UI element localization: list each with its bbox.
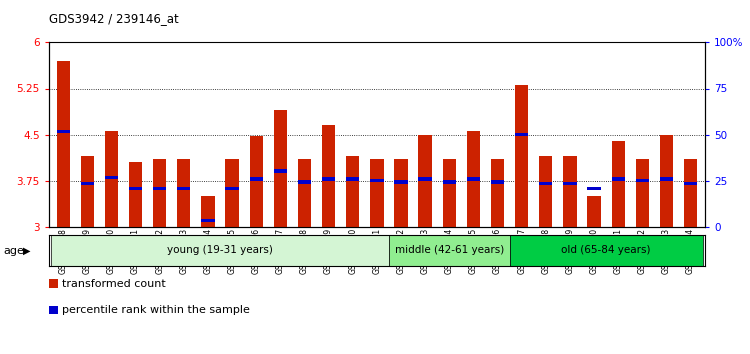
Text: young (19-31 years): young (19-31 years) [167,245,273,256]
Bar [490,159,504,227]
Bar [466,177,480,181]
Bar [442,159,456,227]
Bar [274,110,287,227]
Bar [153,159,166,227]
Bar [322,125,335,227]
Text: percentile rank within the sample: percentile rank within the sample [62,305,249,315]
Bar [226,159,238,227]
Bar [509,235,703,266]
Bar [660,177,673,181]
Bar [611,141,625,227]
Bar [56,130,70,133]
Bar [539,182,553,185]
Bar [56,61,70,227]
Text: age: age [4,246,25,256]
Bar [298,180,311,184]
Bar [563,156,577,227]
Bar [51,235,389,266]
Text: old (65-84 years): old (65-84 years) [561,245,651,256]
Bar [563,182,577,185]
Bar [201,196,214,227]
Text: middle (42-61 years): middle (42-61 years) [394,245,504,256]
Bar [250,177,263,181]
Bar [515,133,528,136]
Bar [611,177,625,181]
Bar [274,170,287,173]
Bar [105,131,118,227]
Bar [419,135,432,227]
Bar [298,159,311,227]
Bar [322,177,335,181]
Bar [394,159,408,227]
Bar [389,235,509,266]
Bar [490,180,504,184]
Bar [81,156,94,227]
Bar [370,159,383,227]
Bar [201,218,214,222]
Bar [660,135,673,227]
Bar [587,196,601,227]
Bar [636,159,649,227]
Bar [105,176,118,179]
Bar [515,85,528,227]
Bar [419,177,432,181]
Bar [153,187,166,190]
Bar [539,156,553,227]
Bar [684,182,698,185]
Bar [466,131,480,227]
Bar [394,180,408,184]
Bar [370,179,383,182]
Text: transformed count: transformed count [62,279,165,289]
Bar [226,187,238,190]
Bar [250,136,263,227]
Text: ▶: ▶ [22,246,30,256]
Text: GDS3942 / 239146_at: GDS3942 / 239146_at [49,12,178,25]
Bar [177,159,190,227]
Bar [129,162,142,227]
Bar [684,159,698,227]
Bar [587,187,601,190]
Bar [636,179,649,182]
Bar [129,187,142,190]
Bar [346,177,359,181]
Bar [81,182,94,185]
Bar [346,156,359,227]
Bar [442,180,456,184]
Bar [177,187,190,190]
